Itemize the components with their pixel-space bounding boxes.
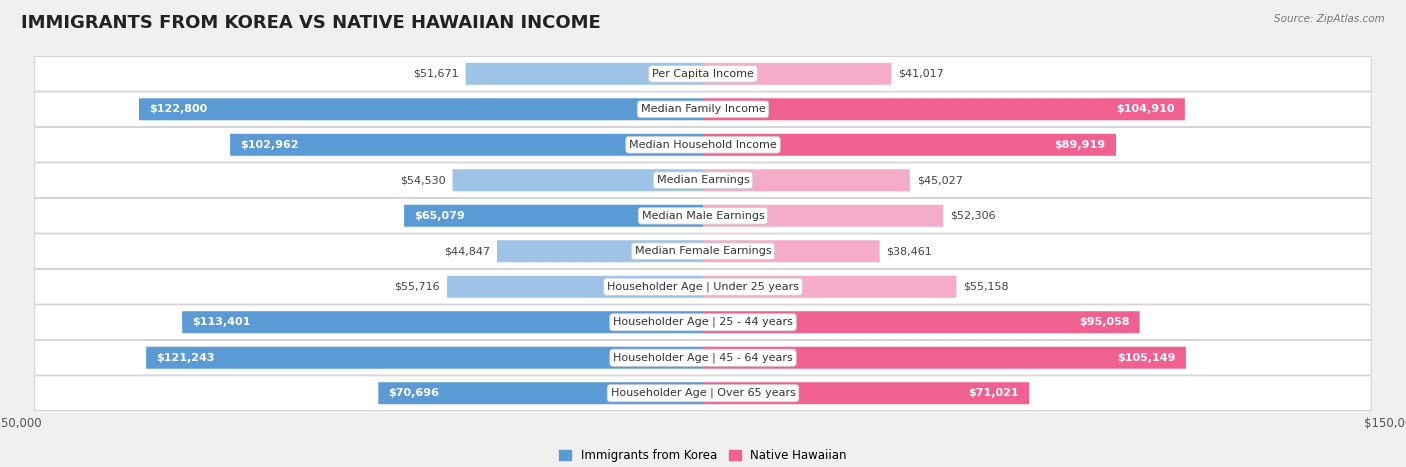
- Legend: Immigrants from Korea, Native Hawaiian: Immigrants from Korea, Native Hawaiian: [560, 449, 846, 462]
- FancyBboxPatch shape: [35, 305, 1371, 340]
- Text: Median Family Income: Median Family Income: [641, 104, 765, 114]
- Text: $65,079: $65,079: [415, 211, 465, 221]
- FancyBboxPatch shape: [496, 240, 703, 262]
- FancyBboxPatch shape: [378, 382, 703, 404]
- Text: $104,910: $104,910: [1116, 104, 1174, 114]
- FancyBboxPatch shape: [453, 169, 703, 191]
- Text: $95,058: $95,058: [1078, 317, 1129, 327]
- Text: Median Male Earnings: Median Male Earnings: [641, 211, 765, 221]
- Text: Householder Age | 45 - 64 years: Householder Age | 45 - 64 years: [613, 353, 793, 363]
- Text: $70,696: $70,696: [388, 388, 440, 398]
- Text: Median Household Income: Median Household Income: [628, 140, 778, 150]
- Text: $71,021: $71,021: [969, 388, 1019, 398]
- Text: $45,027: $45,027: [917, 175, 963, 185]
- FancyBboxPatch shape: [703, 276, 956, 298]
- Text: $51,671: $51,671: [413, 69, 458, 79]
- Text: Householder Age | Under 25 years: Householder Age | Under 25 years: [607, 282, 799, 292]
- Text: $44,847: $44,847: [444, 246, 491, 256]
- FancyBboxPatch shape: [35, 376, 1371, 410]
- Text: $105,149: $105,149: [1118, 353, 1175, 363]
- FancyBboxPatch shape: [146, 347, 703, 369]
- FancyBboxPatch shape: [404, 205, 703, 227]
- FancyBboxPatch shape: [703, 240, 880, 262]
- Text: Householder Age | Over 65 years: Householder Age | Over 65 years: [610, 388, 796, 398]
- FancyBboxPatch shape: [703, 134, 1116, 156]
- Text: $55,158: $55,158: [963, 282, 1010, 292]
- FancyBboxPatch shape: [183, 311, 703, 333]
- FancyBboxPatch shape: [35, 340, 1371, 375]
- Text: $55,716: $55,716: [395, 282, 440, 292]
- FancyBboxPatch shape: [35, 198, 1371, 233]
- FancyBboxPatch shape: [139, 98, 703, 120]
- FancyBboxPatch shape: [703, 311, 1140, 333]
- FancyBboxPatch shape: [465, 63, 703, 85]
- FancyBboxPatch shape: [35, 57, 1371, 91]
- FancyBboxPatch shape: [703, 63, 891, 85]
- Text: $89,919: $89,919: [1054, 140, 1105, 150]
- Text: $38,461: $38,461: [887, 246, 932, 256]
- FancyBboxPatch shape: [703, 98, 1185, 120]
- FancyBboxPatch shape: [35, 92, 1371, 127]
- Text: Per Capita Income: Per Capita Income: [652, 69, 754, 79]
- FancyBboxPatch shape: [703, 347, 1185, 369]
- FancyBboxPatch shape: [231, 134, 703, 156]
- FancyBboxPatch shape: [35, 127, 1371, 162]
- Text: $52,306: $52,306: [950, 211, 995, 221]
- Text: $122,800: $122,800: [149, 104, 208, 114]
- Text: $102,962: $102,962: [240, 140, 299, 150]
- Text: $121,243: $121,243: [156, 353, 215, 363]
- Text: Source: ZipAtlas.com: Source: ZipAtlas.com: [1274, 14, 1385, 24]
- FancyBboxPatch shape: [703, 205, 943, 227]
- FancyBboxPatch shape: [35, 269, 1371, 304]
- Text: $113,401: $113,401: [193, 317, 250, 327]
- Text: IMMIGRANTS FROM KOREA VS NATIVE HAWAIIAN INCOME: IMMIGRANTS FROM KOREA VS NATIVE HAWAIIAN…: [21, 14, 600, 32]
- FancyBboxPatch shape: [35, 234, 1371, 269]
- Text: Median Earnings: Median Earnings: [657, 175, 749, 185]
- Text: Householder Age | 25 - 44 years: Householder Age | 25 - 44 years: [613, 317, 793, 327]
- Text: $41,017: $41,017: [898, 69, 943, 79]
- FancyBboxPatch shape: [35, 163, 1371, 198]
- FancyBboxPatch shape: [703, 382, 1029, 404]
- Text: $54,530: $54,530: [401, 175, 446, 185]
- FancyBboxPatch shape: [703, 169, 910, 191]
- Text: Median Female Earnings: Median Female Earnings: [634, 246, 772, 256]
- FancyBboxPatch shape: [447, 276, 703, 298]
